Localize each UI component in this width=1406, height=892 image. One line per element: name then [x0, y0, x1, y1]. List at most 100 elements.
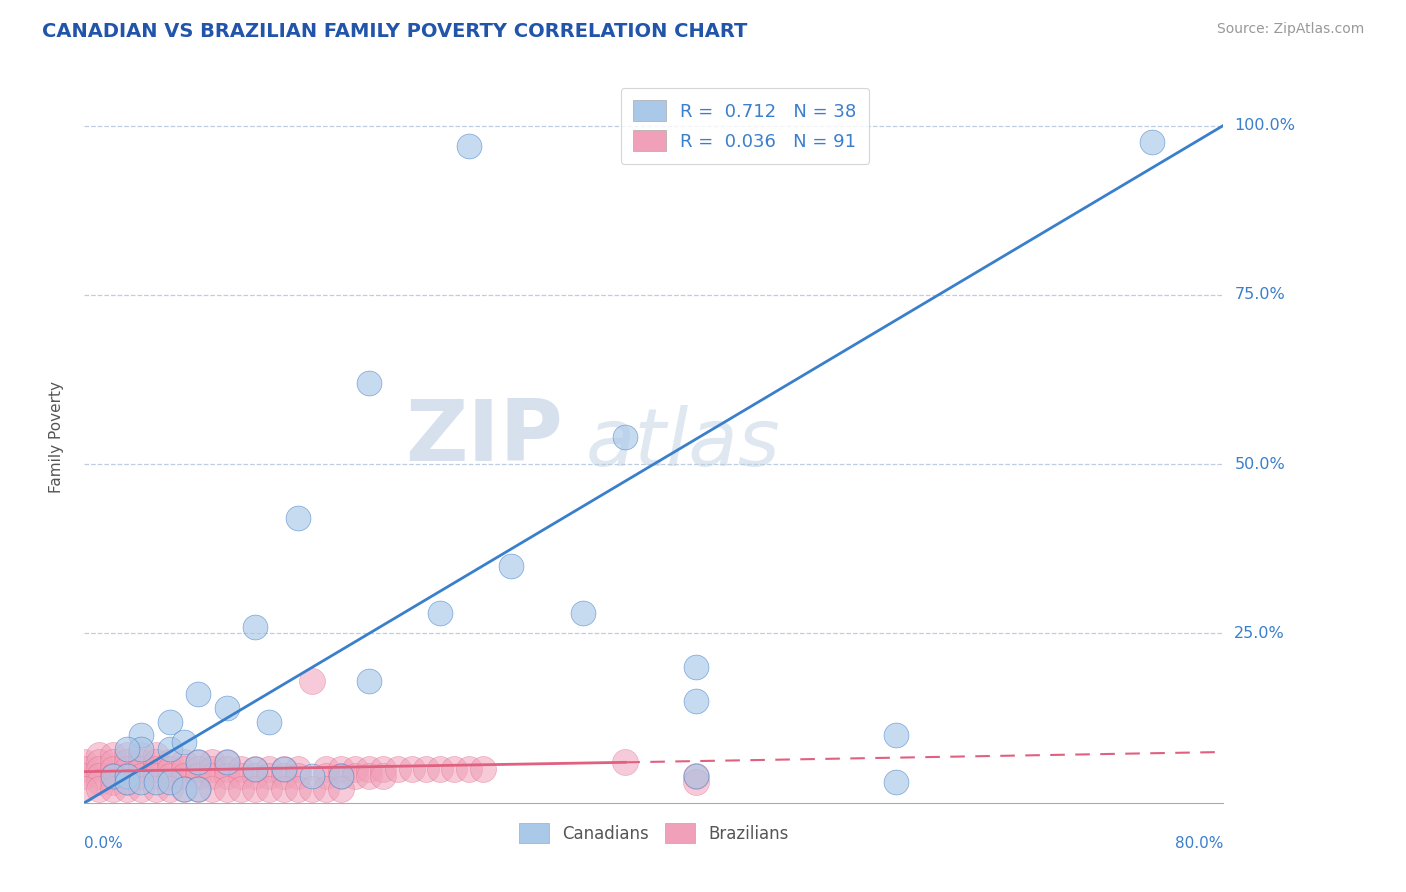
Point	[359, 376, 381, 390]
Point	[329, 769, 352, 783]
Point	[301, 769, 323, 783]
Point	[685, 775, 707, 789]
Text: Source: ZipAtlas.com: Source: ZipAtlas.com	[1216, 22, 1364, 37]
Point	[159, 755, 181, 769]
Point	[215, 769, 238, 783]
Point	[387, 762, 409, 776]
Point	[187, 762, 209, 776]
Point	[87, 769, 110, 783]
Point	[101, 755, 124, 769]
Point	[145, 748, 167, 763]
Point	[187, 782, 209, 797]
Legend: Canadians, Brazilians: Canadians, Brazilians	[512, 817, 796, 849]
Point	[201, 782, 224, 797]
Point	[187, 769, 209, 783]
Point	[73, 762, 96, 776]
Point	[101, 748, 124, 763]
Point	[131, 782, 153, 797]
Point	[287, 782, 309, 797]
Point	[273, 769, 295, 783]
Point	[145, 769, 167, 783]
Point	[215, 782, 238, 797]
Point	[884, 728, 907, 742]
Point	[131, 755, 153, 769]
Point	[229, 762, 252, 776]
Point	[131, 741, 153, 756]
Point	[159, 782, 181, 797]
Point	[259, 782, 281, 797]
Point	[685, 694, 707, 708]
Point	[173, 769, 195, 783]
Point	[245, 762, 267, 776]
Text: 0.0%: 0.0%	[84, 836, 124, 851]
Point	[115, 741, 138, 756]
Point	[301, 673, 323, 688]
Point	[401, 762, 423, 776]
Point	[101, 782, 124, 797]
Point	[373, 762, 395, 776]
Point	[115, 755, 138, 769]
Point	[159, 762, 181, 776]
Point	[315, 769, 337, 783]
Point	[245, 769, 267, 783]
Point	[443, 762, 465, 776]
Point	[329, 762, 352, 776]
Point	[187, 755, 209, 769]
Point	[1140, 136, 1163, 150]
Point	[315, 762, 337, 776]
Point	[359, 769, 381, 783]
Point	[87, 748, 110, 763]
Point	[115, 769, 138, 783]
Point	[273, 762, 295, 776]
Point	[173, 755, 195, 769]
Point	[201, 769, 224, 783]
Text: 50.0%: 50.0%	[1234, 457, 1285, 472]
Point	[131, 762, 153, 776]
Point	[359, 762, 381, 776]
Point	[101, 775, 124, 789]
Point	[145, 782, 167, 797]
Point	[173, 762, 195, 776]
Point	[301, 782, 323, 797]
Point	[201, 762, 224, 776]
Point	[115, 782, 138, 797]
Point	[115, 762, 138, 776]
Point	[159, 741, 181, 756]
Point	[229, 782, 252, 797]
Point	[329, 769, 352, 783]
Point	[343, 762, 366, 776]
Point	[87, 762, 110, 776]
Point	[145, 755, 167, 769]
Point	[187, 782, 209, 797]
Text: 100.0%: 100.0%	[1234, 118, 1295, 133]
Text: 75.0%: 75.0%	[1234, 287, 1285, 302]
Point	[131, 769, 153, 783]
Point	[115, 748, 138, 763]
Point	[329, 782, 352, 797]
Point	[131, 748, 153, 763]
Point	[73, 769, 96, 783]
Point	[685, 660, 707, 674]
Point	[884, 775, 907, 789]
Point	[501, 558, 523, 573]
Point	[373, 769, 395, 783]
Point	[287, 762, 309, 776]
Point	[115, 775, 138, 789]
Point	[173, 782, 195, 797]
Point	[343, 769, 366, 783]
Point	[145, 775, 167, 789]
Point	[87, 755, 110, 769]
Point	[429, 762, 451, 776]
Point	[229, 769, 252, 783]
Text: 80.0%: 80.0%	[1175, 836, 1223, 851]
Point	[215, 755, 238, 769]
Point	[245, 620, 267, 634]
Point	[73, 782, 96, 797]
Point	[472, 762, 495, 776]
Point	[457, 139, 479, 153]
Point	[101, 769, 124, 783]
Point	[259, 714, 281, 729]
Point	[215, 755, 238, 769]
Point	[115, 769, 138, 783]
Point	[173, 735, 195, 749]
